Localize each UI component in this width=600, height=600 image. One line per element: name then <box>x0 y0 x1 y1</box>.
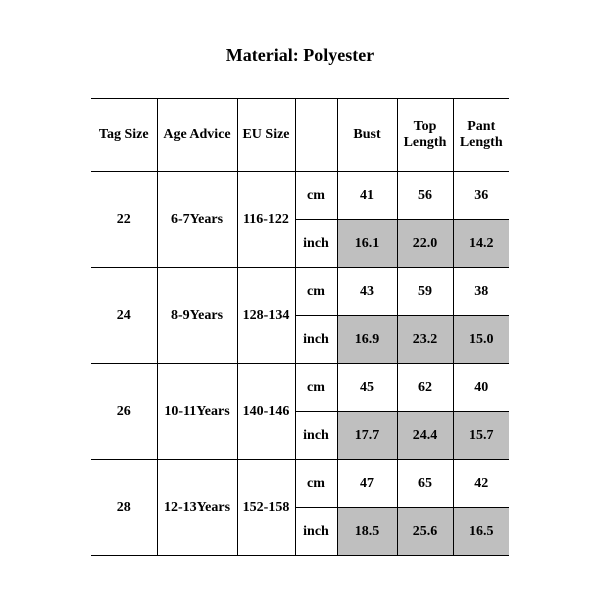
cell-bust: 45 <box>337 364 397 412</box>
cell-pant: 40 <box>453 364 509 412</box>
cell-top: 24.4 <box>397 412 453 460</box>
cell-bust: 17.7 <box>337 412 397 460</box>
cell-eu: 116-122 <box>237 172 295 268</box>
cell-bust: 16.9 <box>337 316 397 364</box>
cell-eu: 140-146 <box>237 364 295 460</box>
cell-age: 6-7Years <box>157 172 237 268</box>
table-row: 22 6-7Years 116-122 cm 41 56 36 <box>91 172 509 220</box>
cell-top: 59 <box>397 268 453 316</box>
cell-unit: cm <box>295 364 337 412</box>
cell-tag: 24 <box>91 268 157 364</box>
table-row: 28 12-13Years 152-158 cm 47 65 42 <box>91 460 509 508</box>
cell-bust: 41 <box>337 172 397 220</box>
cell-unit: cm <box>295 172 337 220</box>
col-top: TopLength <box>397 99 453 172</box>
cell-age: 8-9Years <box>157 268 237 364</box>
col-bust: Bust <box>337 99 397 172</box>
cell-unit: cm <box>295 268 337 316</box>
cell-unit: inch <box>295 412 337 460</box>
table-header-row: Tag Size Age Advice EU Size Bust TopLeng… <box>91 99 509 172</box>
cell-bust: 16.1 <box>337 220 397 268</box>
size-table: Tag Size Age Advice EU Size Bust TopLeng… <box>91 98 509 556</box>
cell-top: 56 <box>397 172 453 220</box>
col-eu: EU Size <box>237 99 295 172</box>
table-row: 26 10-11Years 140-146 cm 45 62 40 <box>91 364 509 412</box>
col-tag: Tag Size <box>91 99 157 172</box>
cell-tag: 26 <box>91 364 157 460</box>
cell-bust: 18.5 <box>337 508 397 556</box>
cell-top: 62 <box>397 364 453 412</box>
cell-tag: 22 <box>91 172 157 268</box>
cell-bust: 47 <box>337 460 397 508</box>
cell-pant: 38 <box>453 268 509 316</box>
cell-top: 25.6 <box>397 508 453 556</box>
cell-tag: 28 <box>91 460 157 556</box>
page-title: Material: Polyester <box>0 45 600 66</box>
cell-unit: cm <box>295 460 337 508</box>
cell-pant: 15.7 <box>453 412 509 460</box>
table-body: 22 6-7Years 116-122 cm 41 56 36 inch 16.… <box>91 172 509 556</box>
cell-age: 12-13Years <box>157 460 237 556</box>
page: Material: Polyester Tag Size Age Advice … <box>0 0 600 600</box>
cell-pant: 16.5 <box>453 508 509 556</box>
col-pant: PantLength <box>453 99 509 172</box>
cell-age: 10-11Years <box>157 364 237 460</box>
cell-top: 65 <box>397 460 453 508</box>
cell-pant: 14.2 <box>453 220 509 268</box>
cell-unit: inch <box>295 316 337 364</box>
table-row: 24 8-9Years 128-134 cm 43 59 38 <box>91 268 509 316</box>
cell-bust: 43 <box>337 268 397 316</box>
col-age: Age Advice <box>157 99 237 172</box>
cell-top: 23.2 <box>397 316 453 364</box>
cell-unit: inch <box>295 220 337 268</box>
cell-pant: 15.0 <box>453 316 509 364</box>
col-unit <box>295 99 337 172</box>
cell-eu: 128-134 <box>237 268 295 364</box>
cell-pant: 42 <box>453 460 509 508</box>
cell-pant: 36 <box>453 172 509 220</box>
cell-top: 22.0 <box>397 220 453 268</box>
cell-unit: inch <box>295 508 337 556</box>
cell-eu: 152-158 <box>237 460 295 556</box>
